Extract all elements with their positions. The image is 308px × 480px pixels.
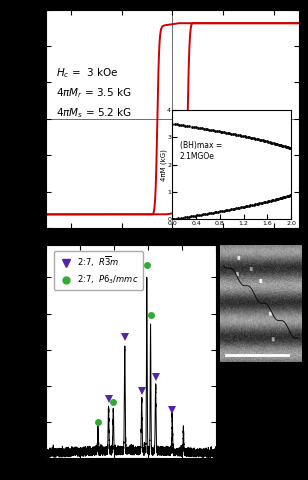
X-axis label: 2 Theta (deg.): 2 Theta (deg.) [91, 476, 171, 480]
Y-axis label: 4πM  (kG): 4πM (kG) [13, 92, 23, 146]
Y-axis label: Relative intensity (a.u.): Relative intensity (a.u.) [12, 291, 22, 412]
Text: $H_c$ =  3 kOe
$4\pi M_r$ = 3.5 kG
$4\pi M_s$ = 5.2 kG: $H_c$ = 3 kOe $4\pi M_r$ = 3.5 kG $4\pi … [56, 66, 132, 120]
Legend: 2:7,  $R\overline{3}m$, 2:7,  $P6_3/mmc$: 2:7, $R\overline{3}m$, 2:7, $P6_3/mmc$ [54, 251, 143, 290]
X-axis label: H  (kOe): H (kOe) [149, 246, 196, 256]
